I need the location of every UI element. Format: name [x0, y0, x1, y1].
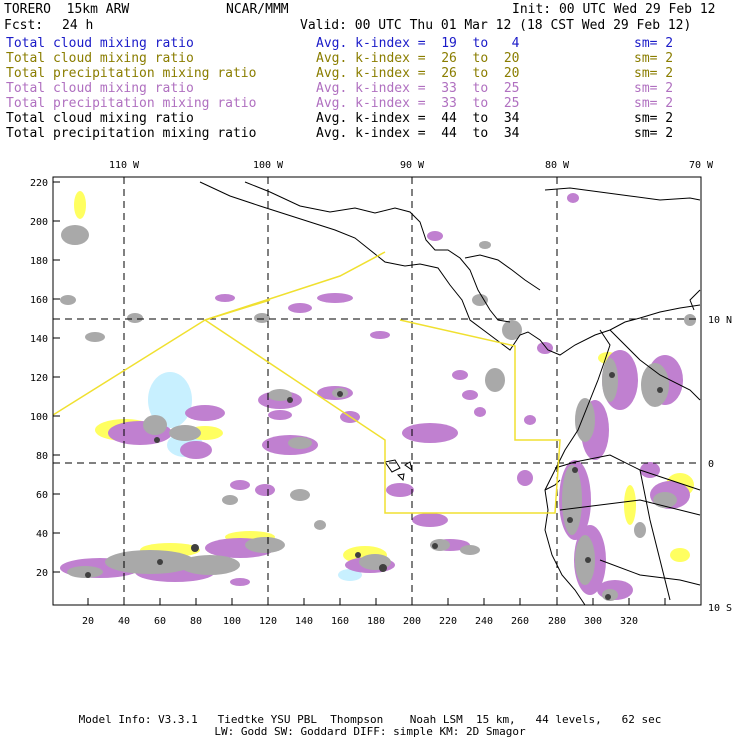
grey-cloud-areas: [60, 225, 696, 601]
organization-label: NCAR/MMM: [226, 2, 289, 17]
model-info-line: Model Info: V3.3.1 Tiedtke YSU PBL Thomp…: [78, 713, 662, 726]
legend-row: Total cloud mixing ratio Avg. k-index = …: [6, 111, 673, 171]
x-tick-label: 220: [439, 616, 457, 627]
forecast-hours: 24 h: [62, 18, 94, 33]
legend-index: Avg. k-index = 26 to 20: [316, 51, 520, 66]
legend-field: Total cloud mixing ratio: [6, 36, 194, 51]
legend-row: Total cloud mixing ratio Avg. k-index = …: [6, 51, 673, 111]
latitude-label: 10 N: [708, 315, 732, 326]
model-title: TORERO 15km ARW: [4, 2, 130, 17]
x-tick-label: 120: [259, 616, 277, 627]
legend-field: Total precipitation mixing ratio: [6, 96, 257, 111]
legend-row: Total cloud mixing ratio Avg. k-index = …: [6, 81, 673, 141]
longitude-label: 80 W: [545, 160, 570, 171]
longitude-label: 90 W: [400, 160, 425, 171]
y-tick-label: 200: [30, 217, 48, 228]
x-tick-label: 100: [223, 616, 241, 627]
x-tick-label: 60: [154, 616, 166, 627]
y-tick-label: 160: [30, 295, 48, 306]
map-frame: [52, 176, 702, 606]
valid-time: Valid: 00 UTC Thu 01 Mar 12 (18 CST Wed …: [300, 18, 692, 33]
y-tick-label: 140: [30, 334, 48, 345]
legend-field: Total precipitation mixing ratio: [6, 66, 257, 81]
dark-precipitation-cores: [85, 372, 663, 600]
legend-row: Total precipitation mixing ratio Avg. k-…: [6, 96, 673, 156]
x-tick-label: 160: [331, 616, 349, 627]
y-tick-label: 220: [30, 178, 48, 189]
legend-field: Total precipitation mixing ratio: [6, 126, 257, 141]
x-tick-label: 180: [367, 616, 385, 627]
legend-smoothing: sm= 2: [634, 36, 674, 51]
legend-index: Avg. k-index = 44 to 34: [316, 126, 520, 141]
y-tick-label: 180: [30, 256, 48, 267]
x-tick-label: 200: [403, 616, 421, 627]
forecast-label: Fcst:: [4, 18, 44, 33]
x-tick-label: 80: [190, 616, 202, 627]
x-tick-label: 320: [620, 616, 638, 627]
x-tick-label: 280: [548, 616, 566, 627]
legend-smoothing: sm= 2: [634, 126, 674, 141]
subdomain-boundary: [53, 251, 561, 514]
legend-smoothing: sm= 2: [634, 51, 674, 66]
x-axis-ticks: [87, 598, 666, 605]
y-tick-label: 20: [36, 568, 48, 579]
coastlines: [199, 181, 701, 605]
latitude-label: 0: [708, 459, 714, 470]
legend-row: Total cloud mixing ratio Avg. k-index = …: [6, 36, 673, 96]
legend-index: Avg. k-index = 33 to 25: [316, 96, 520, 111]
y-tick-label: 80: [36, 451, 48, 462]
longitude-label: 100 W: [253, 160, 284, 171]
physics-info-line: LW: Godd SW: Goddard DIFF: simple KM: 2D…: [214, 725, 526, 738]
legend-smoothing: sm= 2: [634, 96, 674, 111]
x-tick-label: 140: [295, 616, 313, 627]
legend-index: Avg. k-index = 33 to 25: [316, 81, 520, 96]
longitude-label: 70 W: [689, 160, 714, 171]
lat-lon-grid: [53, 177, 701, 605]
legend-field: Total cloud mixing ratio: [6, 51, 194, 66]
x-tick-label: 20: [82, 616, 94, 627]
x-tick-label: 40: [118, 616, 130, 627]
x-tick-label: 260: [511, 616, 529, 627]
y-tick-label: 60: [36, 490, 48, 501]
latitude-label: 10 S: [708, 603, 732, 614]
y-axis-ticks: [53, 181, 60, 573]
legend-index: Avg. k-index = 19 to 4: [316, 36, 520, 51]
legend-smoothing: sm= 2: [634, 81, 674, 96]
legend-row: Total precipitation mixing ratio Avg. k-…: [6, 66, 673, 126]
legend-smoothing: sm= 2: [634, 111, 674, 126]
legend-smoothing: sm= 2: [634, 66, 674, 81]
legend-field: Total cloud mixing ratio: [6, 111, 194, 126]
legend-index: Avg. k-index = 44 to 34: [316, 111, 520, 126]
y-tick-label: 120: [30, 373, 48, 384]
legend-row: Total precipitation mixing ratio Avg. k-…: [6, 126, 673, 186]
y-tick-label: 100: [30, 412, 48, 423]
init-time: Init: 00 UTC Wed 29 Feb 12: [512, 2, 716, 17]
forecast-map: 220 200 180 160 140 120 100 80 60 40 20 …: [30, 160, 732, 627]
longitude-label: 110 W: [109, 160, 140, 171]
x-tick-label: 300: [584, 616, 602, 627]
legend-field: Total cloud mixing ratio: [6, 81, 194, 96]
x-tick-label: 240: [475, 616, 493, 627]
y-tick-label: 40: [36, 529, 48, 540]
legend-index: Avg. k-index = 26 to 20: [316, 66, 520, 81]
